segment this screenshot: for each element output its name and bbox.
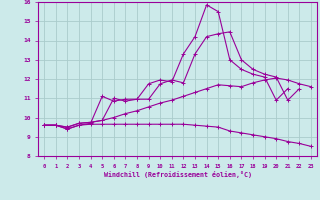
- X-axis label: Windchill (Refroidissement éolien,°C): Windchill (Refroidissement éolien,°C): [104, 171, 252, 178]
